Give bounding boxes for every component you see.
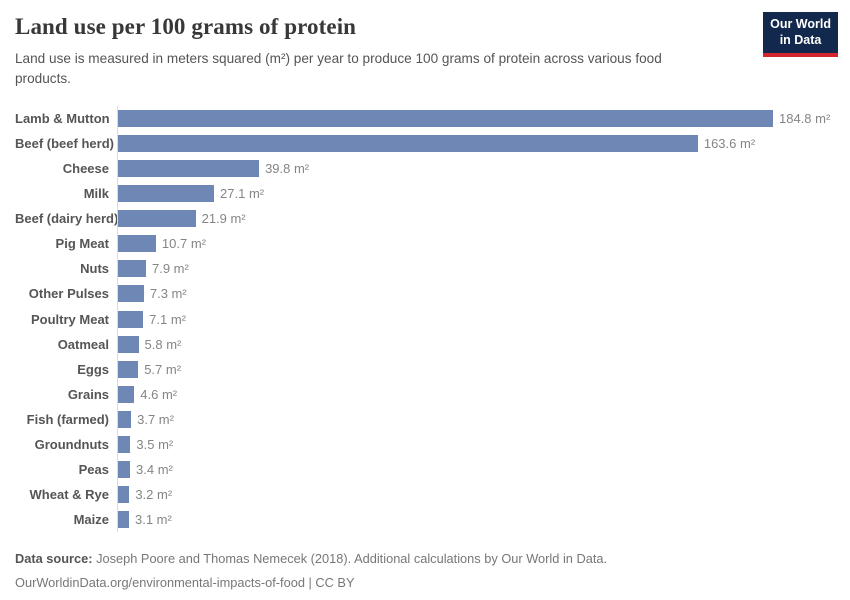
bar-row: Oatmeal 5.8 m² xyxy=(15,331,835,357)
bar-row: Milk 27.1 m² xyxy=(15,181,835,207)
bar-row: Fish (farmed) 3.7 m² xyxy=(15,406,835,432)
category-label: Oatmeal xyxy=(57,336,109,352)
title-block: Land use per 100 grams of protein Land u… xyxy=(15,14,715,90)
value-label: 5.8 m² xyxy=(144,336,182,352)
bar-area: 27.1 m² xyxy=(117,181,835,207)
bar[interactable] xyxy=(118,260,146,278)
category-label: Poultry Meat xyxy=(30,311,109,327)
bar[interactable] xyxy=(118,335,139,353)
bar-area: 3.4 m² xyxy=(117,457,835,483)
category-label: Wheat & Rye xyxy=(29,487,109,503)
value-label: 10.7 m² xyxy=(161,236,206,252)
bar-area: 39.8 m² xyxy=(117,155,835,182)
bar-area: 3.2 m² xyxy=(117,482,835,508)
bar-area: 5.7 m² xyxy=(117,356,835,382)
category-label: Other Pulses xyxy=(28,286,109,302)
owid-logo[interactable]: Our World in Data xyxy=(763,12,838,58)
bar[interactable] xyxy=(118,109,773,127)
value-label: 21.9 m² xyxy=(201,211,246,227)
bar-area: 5.8 m² xyxy=(117,331,835,357)
category-label: Pig Meat xyxy=(55,236,109,252)
bar-area: 184.8 m² xyxy=(117,105,835,131)
bar-row: Lamb & Mutton 184.8 m² xyxy=(15,105,835,131)
data-source-label: Data source: xyxy=(15,551,93,567)
bar[interactable] xyxy=(118,461,131,479)
bar-row: Eggs 5.7 m² xyxy=(15,356,835,382)
category-label: Groundnuts xyxy=(34,437,109,453)
bar[interactable] xyxy=(118,486,130,504)
category-label: Beef (beef herd) xyxy=(15,135,114,151)
bar[interactable] xyxy=(118,185,215,203)
bar-row: Poultry Meat 7.1 m² xyxy=(15,306,835,332)
bar-row: Groundnuts 3.5 m² xyxy=(15,432,835,458)
bar-row: Other Pulses 7.3 m² xyxy=(15,281,835,307)
bar[interactable] xyxy=(118,436,131,454)
value-label: 3.2 m² xyxy=(135,487,173,503)
bar[interactable] xyxy=(118,511,129,529)
bar-row: Beef (dairy herd) 21.9 m² xyxy=(15,206,835,232)
category-label: Grains xyxy=(67,386,109,402)
value-label: 184.8 m² xyxy=(779,110,831,126)
bar-area: 163.6 m² xyxy=(117,130,835,156)
value-label: 163.6 m² xyxy=(703,135,756,151)
category-label: Lamb & Mutton xyxy=(15,110,110,126)
bar-row: Wheat & Rye 3.2 m² xyxy=(15,482,835,508)
chart-footer: Data source: Joseph Poore and Thomas Nem… xyxy=(15,547,835,594)
bar-row: Pig Meat 10.7 m² xyxy=(15,231,835,257)
value-label: 39.8 m² xyxy=(265,161,310,177)
category-label: Fish (farmed) xyxy=(26,411,109,427)
bar-area: 3.1 m² xyxy=(117,507,835,533)
bar-area: 21.9 m² xyxy=(117,206,835,232)
value-label: 3.1 m² xyxy=(134,512,172,528)
category-label: Maize xyxy=(73,512,109,528)
bar-area: 4.6 m² xyxy=(117,381,835,407)
value-label: 7.1 m² xyxy=(149,311,186,327)
bar-row: Maize 3.1 m² xyxy=(15,507,835,533)
value-label: 7.3 m² xyxy=(149,286,187,302)
value-label: 4.6 m² xyxy=(140,386,178,402)
chart-subtitle: Land use is measured in meters squared (… xyxy=(15,51,662,87)
category-label: Cheese xyxy=(62,161,109,177)
owid-logo-line1: Our World xyxy=(770,17,831,31)
owid-logo-line2: in Data xyxy=(779,32,822,47)
data-source-line: Data source: Joseph Poore and Thomas Nem… xyxy=(15,547,835,571)
bar-area: 3.5 m² xyxy=(117,432,835,458)
bar[interactable] xyxy=(118,160,260,178)
bar[interactable] xyxy=(118,310,144,328)
bar[interactable] xyxy=(118,410,132,428)
bar-area: 7.9 m² xyxy=(117,256,835,282)
bar-area: 7.3 m² xyxy=(117,281,835,307)
bar-area: 3.7 m² xyxy=(117,406,835,432)
bar[interactable] xyxy=(118,134,698,152)
bar[interactable] xyxy=(118,235,156,253)
bar-row: Grains 4.6 m² xyxy=(15,381,835,407)
category-label: Peas xyxy=(78,462,109,478)
category-label: Beef (dairy herd) xyxy=(15,211,119,227)
data-source-text: Joseph Poore and Thomas Nemecek (2018). … xyxy=(92,551,608,567)
footer-link-line: OurWorldinData.org/environmental-impacts… xyxy=(15,575,355,591)
value-label: 7.9 m² xyxy=(152,261,189,277)
bar[interactable] xyxy=(118,210,196,228)
bar-chart: Lamb & Mutton 184.8 m² Beef (beef herd) 163… xyxy=(15,105,835,533)
category-label: Eggs xyxy=(77,361,109,377)
page-title: Land use per 100 grams of protein xyxy=(15,14,357,39)
value-label: 3.7 m² xyxy=(137,411,174,427)
value-label: 3.4 m² xyxy=(136,462,173,478)
bar-row: Nuts 7.9 m² xyxy=(15,256,835,282)
bar-area: 10.7 m² xyxy=(117,231,835,257)
value-label: 27.1 m² xyxy=(220,186,265,202)
bar-row: Peas 3.4 m² xyxy=(15,457,835,483)
category-label: Milk xyxy=(83,186,109,202)
value-label: 3.5 m² xyxy=(136,437,174,453)
bar[interactable] xyxy=(118,385,135,403)
bar-row: Beef (beef herd) 163.6 m² xyxy=(15,130,835,156)
bar[interactable] xyxy=(118,360,139,378)
category-label: Nuts xyxy=(80,261,109,277)
chart-header: Land use per 100 grams of protein Land u… xyxy=(15,12,838,90)
bar-area: 7.1 m² xyxy=(117,306,835,332)
bar-row: Cheese 39.8 m² xyxy=(15,155,835,182)
bar[interactable] xyxy=(118,285,144,303)
value-label: 5.7 m² xyxy=(144,361,182,377)
